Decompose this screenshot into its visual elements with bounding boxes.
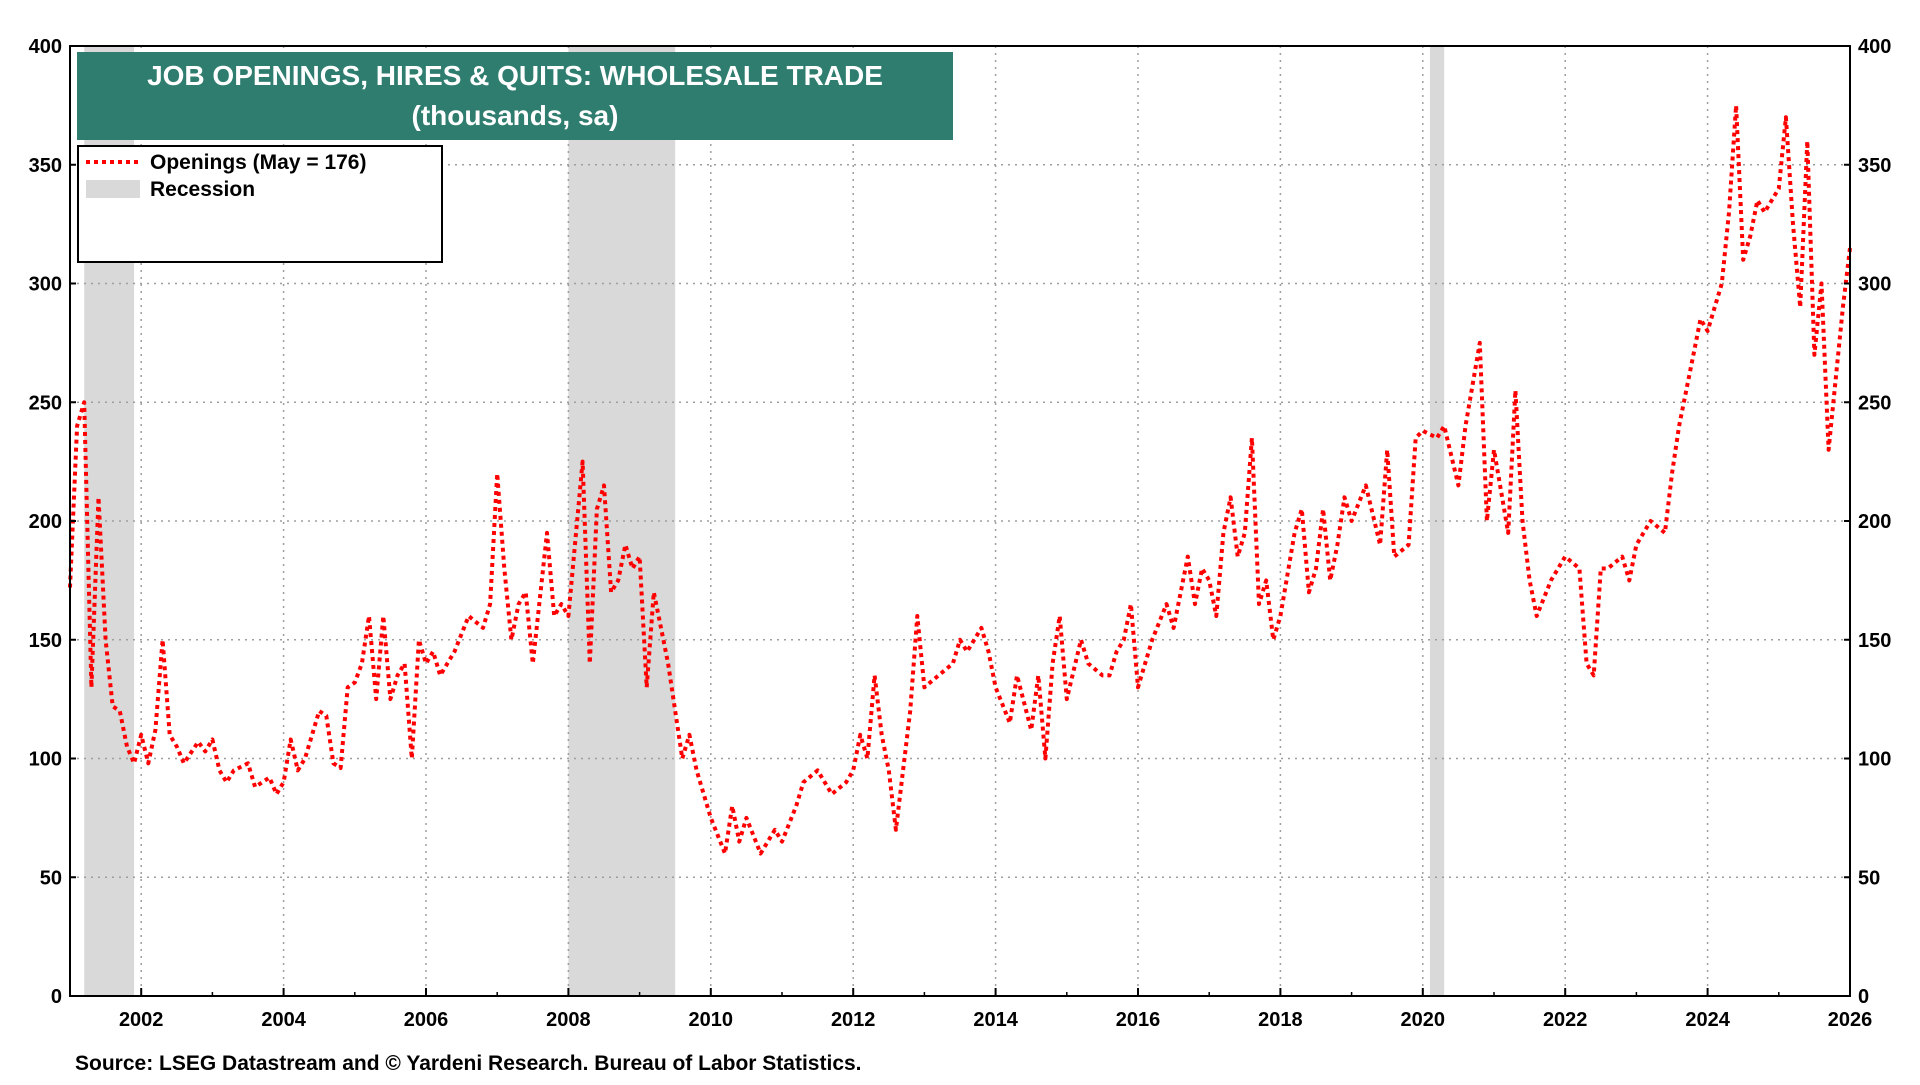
x-tick-label: 2010 (689, 1009, 734, 1031)
x-tick-label: 2020 (1401, 1009, 1446, 1031)
x-tick-label: 2018 (1258, 1009, 1303, 1031)
legend: Openings (May = 176) Recession (77, 145, 443, 263)
y-tick-label-left: 0 (51, 986, 62, 1008)
legend-items: Openings (May = 176) Recession (86, 151, 366, 201)
source-note: Source: LSEG Datastream and © Yardeni Re… (75, 1052, 862, 1075)
y-tick-label-left: 100 (29, 749, 62, 771)
y-tick-label-right: 250 (1858, 392, 1891, 414)
y-tick-label-left: 200 (29, 511, 62, 533)
grid-layer (70, 46, 1850, 996)
x-tick-label: 2002 (119, 1009, 164, 1031)
chart-subtitle: (thousands, sa) (412, 100, 619, 131)
title-background (77, 52, 953, 140)
x-tick-label: 2022 (1543, 1009, 1588, 1031)
y-tick-label-left: 350 (29, 155, 62, 177)
recession-band-1 (568, 46, 676, 996)
legend-label-recession: Recession (150, 178, 255, 201)
series-line-openings (68, 103, 1852, 856)
y-tick-label-left: 150 (29, 630, 62, 652)
y-tick-label-right: 50 (1858, 867, 1880, 889)
x-tick-label: 2004 (261, 1009, 306, 1031)
y-tick-label-left: 300 (29, 274, 62, 296)
legend-swatch-recession (86, 180, 140, 198)
y-tick-label-left: 400 (29, 36, 62, 58)
recession-band-2 (1429, 46, 1445, 996)
title-box: JOB OPENINGS, HIRES & QUITS: WHOLESALE T… (77, 52, 953, 140)
x-tick-label: 2012 (831, 1009, 876, 1031)
x-tick-label: 2026 (1828, 1009, 1873, 1031)
y-tick-label-left: 250 (29, 392, 62, 414)
y-tick-label-right: 150 (1858, 630, 1891, 652)
y-tick-label-right: 350 (1858, 155, 1891, 177)
legend-label-openings: Openings (May = 176) (150, 151, 366, 174)
legend-box (77, 145, 443, 263)
y-tick-label-right: 400 (1858, 36, 1891, 58)
x-tick-label: 2008 (546, 1009, 591, 1031)
y-tick-label-right: 300 (1858, 274, 1891, 296)
y-tick-label-right: 200 (1858, 511, 1891, 533)
tick-layer: 0 0 50 50 100 100 150 150 200 200 250 250 300 300 350 3… (29, 36, 1892, 1031)
y-tick-label-left: 50 (40, 867, 62, 889)
x-tick-label: 2006 (404, 1009, 449, 1031)
series-layer (68, 103, 1852, 856)
x-tick-label: 2014 (973, 1009, 1018, 1031)
x-tick-label: 2024 (1685, 1009, 1730, 1031)
y-tick-label-right: 0 (1858, 986, 1869, 1008)
chart-title: JOB OPENINGS, HIRES & QUITS: WHOLESALE T… (147, 60, 883, 91)
y-tick-label-right: 100 (1858, 749, 1891, 771)
x-tick-label: 2016 (1116, 1009, 1161, 1031)
